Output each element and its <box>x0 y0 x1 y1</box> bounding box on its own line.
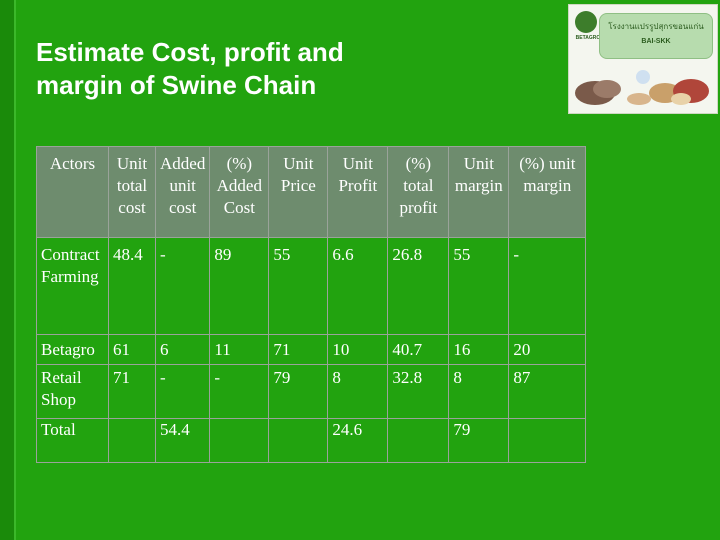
table-header-row: Actors Unit total cost Added unit cost (… <box>36 146 587 238</box>
cell-pct-total-profit: 40.7 <box>387 334 450 365</box>
header-pct-total-profit: (%) total profit <box>387 146 450 238</box>
cell-unit-total-cost: 61 <box>108 334 156 365</box>
cell-unit-margin: 8 <box>448 364 510 419</box>
cell-unit-margin: 55 <box>448 237 510 335</box>
cell-pct-unit-margin: - <box>508 237 587 335</box>
table-row: Betagro 61 6 11 71 10 40.7 16 20 <box>36 334 587 365</box>
slide-title-line1: Estimate Cost, profit and <box>36 37 344 67</box>
table-row: Total 54.4 24.6 79 <box>36 418 587 463</box>
header-unit-total-cost: Unit total cost <box>108 146 156 238</box>
logo-banner-thai-text: โรงงานแปรรูปสุกรขอนแก่น <box>608 22 704 31</box>
cell-unit-total-cost: 71 <box>108 364 156 419</box>
cell-pct-added-cost <box>209 418 270 463</box>
slide-title-line2: margin of Swine Chain <box>36 70 317 100</box>
cell-unit-margin: 79 <box>448 418 510 463</box>
cell-unit-margin: 16 <box>448 334 510 365</box>
cost-profit-margin-table: Actors Unit total cost Added unit cost (… <box>36 146 587 463</box>
cell-pct-total-profit: 32.8 <box>387 364 450 419</box>
cell-pct-total-profit <box>387 418 450 463</box>
cell-unit-profit: 6.6 <box>327 237 389 335</box>
cell-added-unit-cost: 6 <box>154 334 211 365</box>
table-row: Contract Farming 48.4 - 89 55 6.6 26.8 5… <box>36 237 587 335</box>
company-logo-image: BETAGRO โรงงานแปรรูปสุกรขอนแก่น BAI-SKK <box>568 4 718 114</box>
slide-title: Estimate Cost, profit and margin of Swin… <box>36 36 556 102</box>
cell-unit-total-cost <box>108 418 156 463</box>
cell-unit-profit: 8 <box>327 364 389 419</box>
cell-actor: Contract Farming <box>36 237 109 335</box>
cell-added-unit-cost: - <box>154 237 211 335</box>
cell-added-unit-cost: - <box>154 364 211 419</box>
logo-brand-text: BETAGRO <box>575 35 601 41</box>
cell-pct-unit-margin: 20 <box>508 334 587 365</box>
cell-actor: Total <box>36 418 109 463</box>
cell-unit-price: 71 <box>268 334 329 365</box>
header-pct-unit-margin: (%) unit margin <box>508 146 587 238</box>
header-pct-added-cost: (%) Added Cost <box>209 146 270 238</box>
cell-unit-price: 79 <box>268 364 329 419</box>
header-added-unit-cost: Added unit cost <box>154 146 211 238</box>
left-stripe <box>0 0 14 540</box>
header-unit-price: Unit Price <box>268 146 329 238</box>
cell-pct-added-cost: 11 <box>209 334 270 365</box>
cell-unit-price: 55 <box>268 237 329 335</box>
betagro-badge-icon <box>575 11 597 33</box>
left-stripe-highlight <box>14 0 16 540</box>
cell-pct-unit-margin: 87 <box>508 364 587 419</box>
cell-actor: Betagro <box>36 334 109 365</box>
logo-banner-code: BAI-SKK <box>641 38 671 45</box>
header-unit-margin: Unit margin <box>448 146 510 238</box>
cell-pct-total-profit: 26.8 <box>387 237 450 335</box>
cell-pct-unit-margin <box>508 418 587 463</box>
header-actors: Actors <box>36 146 109 238</box>
cell-added-unit-cost: 54.4 <box>154 418 211 463</box>
cell-unit-profit: 10 <box>327 334 389 365</box>
header-unit-profit: Unit Profit <box>327 146 389 238</box>
table-row: Retail Shop 71 - - 79 8 32.8 8 87 <box>36 364 587 419</box>
cell-pct-added-cost: 89 <box>209 237 270 335</box>
cell-unit-profit: 24.6 <box>327 418 389 463</box>
cell-pct-added-cost: - <box>209 364 270 419</box>
cell-unit-total-cost: 48.4 <box>108 237 156 335</box>
cell-actor: Retail Shop <box>36 364 109 419</box>
cell-unit-price <box>268 418 329 463</box>
logo-banner: โรงงานแปรรูปสุกรขอนแก่น BAI-SKK <box>599 13 713 59</box>
food-products-image <box>575 70 709 105</box>
